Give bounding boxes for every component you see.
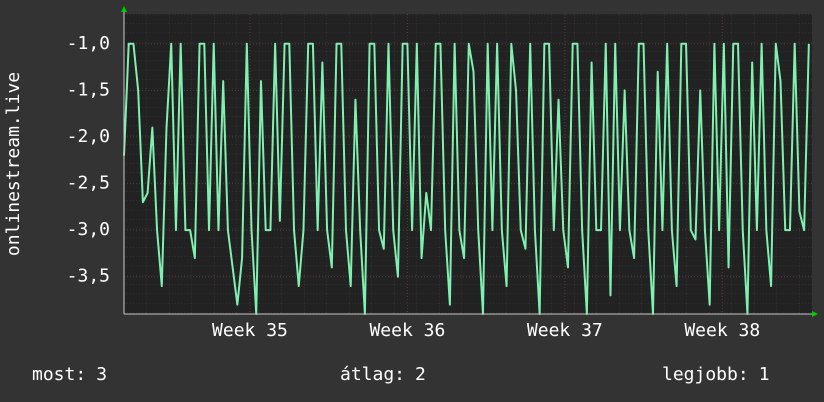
footer-label: most: (32, 364, 86, 385)
y-tick-label: -1,0 (67, 33, 110, 54)
y-tick-label: -2,5 (67, 173, 110, 194)
x-tick-label: Week 37 (527, 320, 603, 341)
x-tick-label: Week 36 (369, 320, 445, 341)
x-tick-label: Week 38 (684, 320, 760, 341)
footer-label: legjobb: (662, 364, 749, 385)
y-axis-label: onlinestream.live (3, 72, 24, 256)
y-tick-label: -3,0 (67, 219, 110, 240)
data-line (123, 42, 810, 315)
footer-value: 3 (96, 364, 107, 385)
footer-value: 1 (759, 364, 770, 385)
footer-item: most: 3 (32, 364, 107, 385)
x-arrow (812, 311, 818, 317)
y-tick-label: -2,0 (67, 126, 110, 147)
footer-item: átlag: 2 (340, 364, 426, 385)
y-tick-label: -1,5 (67, 79, 110, 100)
y-arrow (121, 6, 127, 12)
y-tick-label: -3,5 (67, 266, 110, 287)
x-tick-label: Week 35 (212, 320, 288, 341)
footer-item: legjobb: 1 (662, 364, 770, 385)
footer-value: 2 (415, 364, 426, 385)
marks (123, 14, 812, 315)
footer-label: átlag: (340, 364, 405, 385)
footer: most: 3 átlag: 2 legjobb: 1 (32, 364, 770, 385)
